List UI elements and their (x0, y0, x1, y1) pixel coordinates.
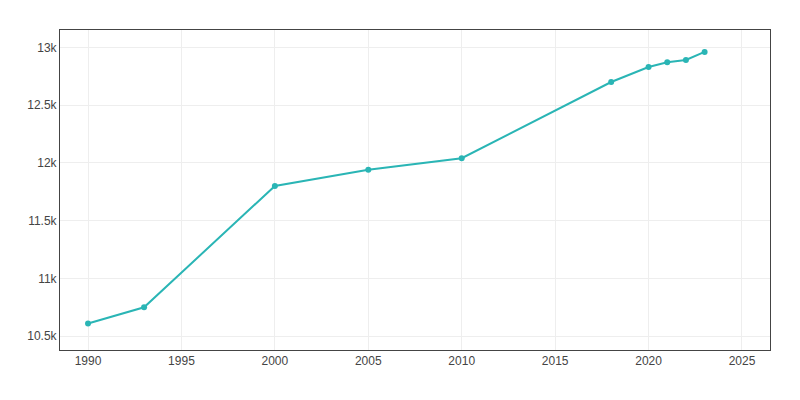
svg-text:2000: 2000 (262, 354, 289, 368)
svg-text:2020: 2020 (635, 354, 662, 368)
svg-text:13k: 13k (37, 41, 57, 55)
svg-text:12k: 12k (37, 156, 57, 170)
svg-text:11k: 11k (38, 272, 57, 286)
svg-text:11.5k: 11.5k (28, 214, 57, 228)
svg-text:12.5k: 12.5k (27, 98, 57, 112)
svg-text:2010: 2010 (448, 354, 475, 368)
svg-text:1995: 1995 (168, 354, 195, 368)
svg-text:2015: 2015 (542, 354, 569, 368)
svg-text:2005: 2005 (355, 354, 382, 368)
svg-text:2025: 2025 (729, 354, 756, 368)
svg-text:1990: 1990 (75, 354, 102, 368)
svg-text:10.5k: 10.5k (27, 329, 57, 343)
